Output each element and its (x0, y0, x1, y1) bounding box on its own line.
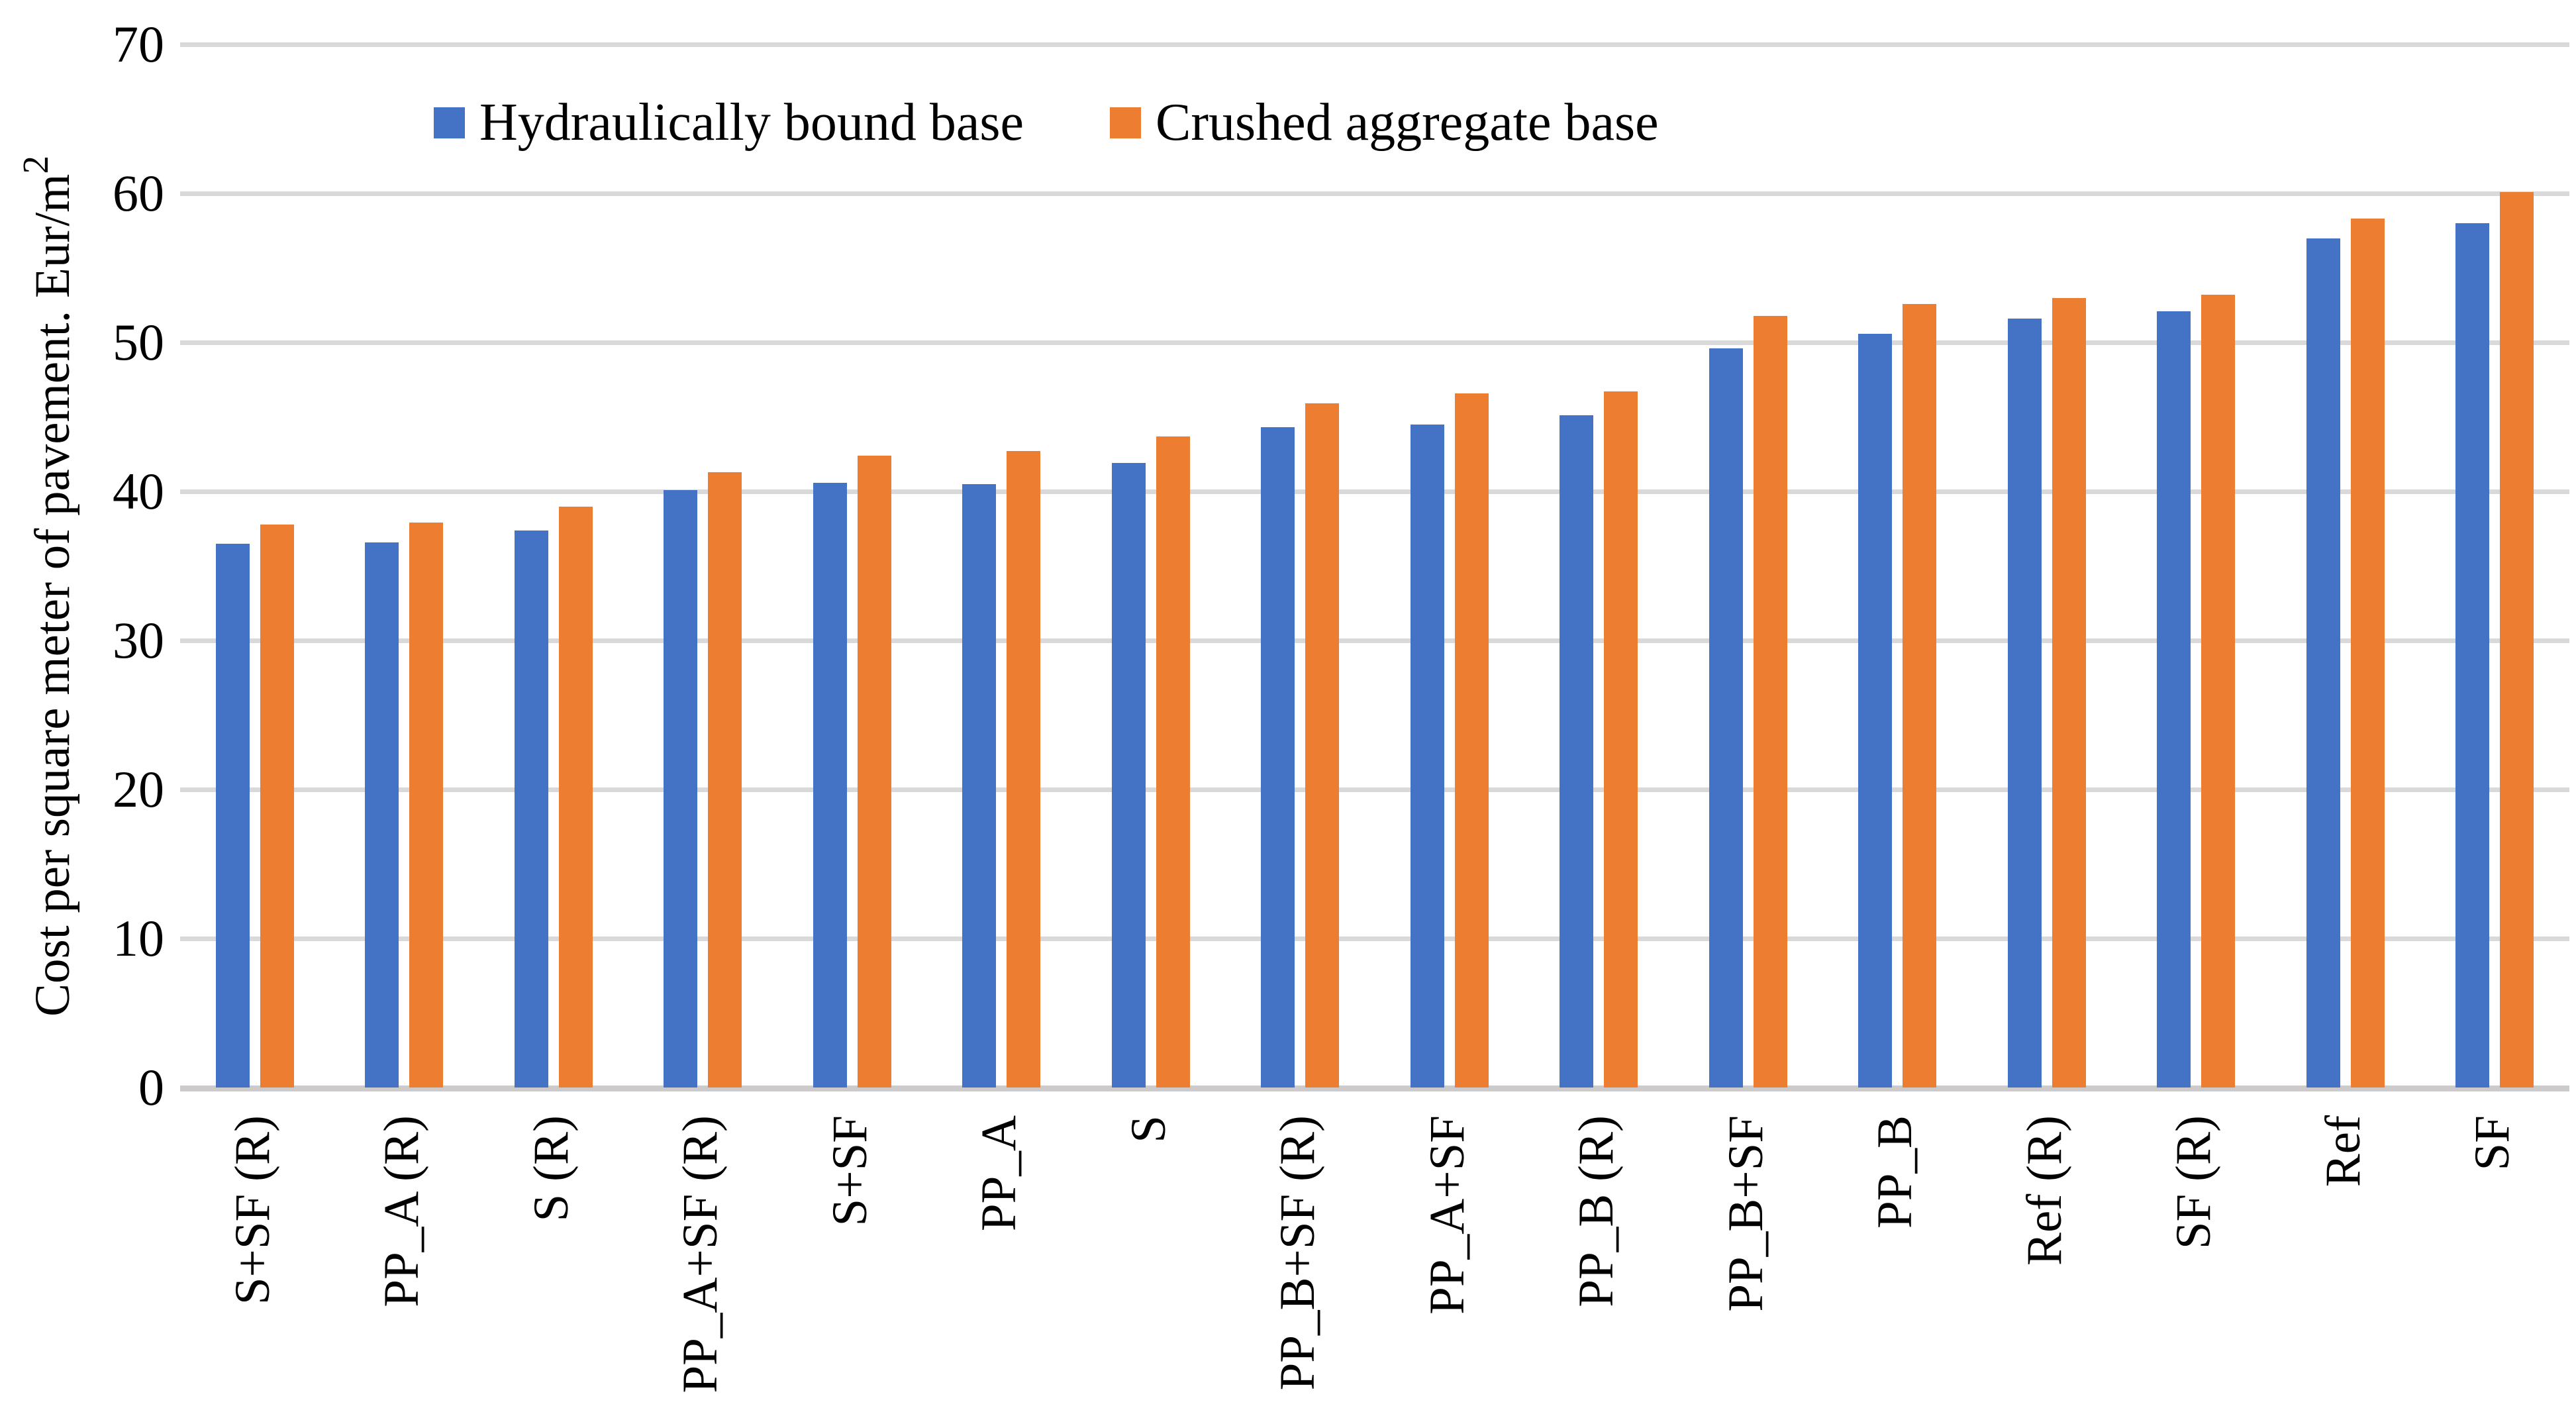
bar-crushed-Ref (R) (2052, 297, 2086, 1087)
gridline-y-20 (180, 787, 2569, 792)
bar-crushed-SF (R) (2201, 295, 2236, 1087)
bar-hydraulic-S (1111, 463, 1146, 1087)
y-tick-label: 50 (113, 313, 164, 371)
y-axis-title: Cost per square meter of pavement. Eur/m… (15, 156, 80, 1017)
bar-hydraulic-Ref (R) (2007, 319, 2042, 1087)
legend-item-crushed-aggregate-base: Crushed aggregate base (1110, 93, 1659, 152)
bar-hydraulic-SF (R) (2157, 311, 2191, 1087)
x-axis-label-SF: SF (2465, 1115, 2520, 1171)
bar-crushed-PP_A (R) (409, 523, 444, 1087)
x-axis-label-PP_B+SF (R): PP_B+SF (R) (1270, 1115, 1326, 1391)
legend-swatch-blue (434, 107, 465, 138)
x-axis-label-PP_B (R): PP_B (R) (1569, 1115, 1624, 1307)
bar-crushed-PP_A+SF (1454, 393, 1489, 1087)
x-axis-label-S: S (1120, 1115, 1176, 1143)
x-axis-label-S+SF (R): S+SF (R) (224, 1115, 280, 1305)
gridline-y-70 (180, 42, 2569, 47)
bar-crushed-SF (2500, 191, 2534, 1087)
bar-hydraulic-PP_B (R) (1560, 415, 1594, 1087)
x-axis-label-PP_A (R): PP_A (R) (374, 1115, 430, 1307)
x-axis-label-Ref: Ref (2315, 1115, 2371, 1187)
bar-hydraulic-Ref (2306, 238, 2340, 1087)
bar-hydraulic-PP_B+SF (R) (1261, 427, 1295, 1087)
x-axis-label-PP_A: PP_A (971, 1115, 1027, 1232)
gridline-y-10 (180, 936, 2569, 941)
bar-hydraulic-PP_A (R) (365, 542, 399, 1087)
y-tick-label: 60 (113, 164, 164, 222)
y-tick-label: 0 (138, 1058, 164, 1116)
bar-crushed-PP_A (1007, 451, 1041, 1087)
gridline-y-30 (180, 638, 2569, 643)
bar-crushed-PP_B+SF (R) (1305, 403, 1340, 1087)
y-tick-label: 70 (113, 15, 164, 73)
legend: Hydraulically bound base Crushed aggrega… (434, 93, 1659, 152)
x-axis-label-PP_B: PP_B (1867, 1115, 1923, 1229)
bar-hydraulic-PP_B+SF (1709, 348, 1743, 1087)
bar-hydraulic-PP_B (1858, 333, 1893, 1087)
bar-crushed-S (1156, 436, 1190, 1087)
bar-hydraulic-S+SF (813, 482, 847, 1087)
bar-hydraulic-SF (2455, 223, 2490, 1087)
bar-crushed-PP_B (R) (1604, 391, 1638, 1087)
gridline-y-0 (180, 1086, 2569, 1091)
bar-crushed-Ref (2350, 219, 2385, 1087)
legend-label: Crushed aggregate base (1156, 93, 1659, 152)
bar-hydraulic-PP_A+SF (1410, 424, 1444, 1087)
x-axis-label-Ref (R): Ref (R) (2016, 1115, 2072, 1266)
legend-swatch-orange (1110, 107, 1141, 138)
x-axis-label-PP_B+SF: PP_B+SF (1718, 1115, 1773, 1312)
y-tick-label: 40 (113, 462, 164, 520)
bar-crushed-S+SF (R) (260, 524, 294, 1087)
x-axis-label-S (R): S (R) (523, 1115, 579, 1222)
bar-crushed-PP_B+SF (1753, 315, 1787, 1087)
legend-label: Hydraulically bound base (479, 93, 1024, 152)
bar-hydraulic-PP_A+SF (R) (664, 489, 698, 1087)
x-axis-label-S+SF: S+SF (822, 1115, 877, 1227)
gridline-y-50 (180, 340, 2569, 345)
x-axis-label-SF (R): SF (R) (2166, 1115, 2222, 1250)
bar-crushed-S+SF (857, 456, 891, 1087)
gridline-y-40 (180, 489, 2569, 494)
bar-hydraulic-PP_A (962, 483, 997, 1087)
bar-hydraulic-S (R) (514, 530, 548, 1087)
x-axis-label-PP_A+SF (R): PP_A+SF (R) (673, 1115, 728, 1393)
x-axis-label-PP_A+SF: PP_A+SF (1419, 1115, 1475, 1315)
gridline-y-60 (180, 191, 2569, 196)
y-tick-label: 20 (113, 760, 164, 818)
bar-crushed-PP_A+SF (R) (708, 472, 742, 1087)
bar-crushed-S (R) (558, 506, 593, 1087)
bar-hydraulic-S+SF (R) (215, 543, 250, 1087)
y-tick-label: 10 (113, 909, 164, 967)
y-tick-label: 30 (113, 611, 164, 669)
bar-crushed-PP_B (1903, 303, 1937, 1087)
legend-item-hydraulically-bound-base: Hydraulically bound base (434, 93, 1024, 152)
